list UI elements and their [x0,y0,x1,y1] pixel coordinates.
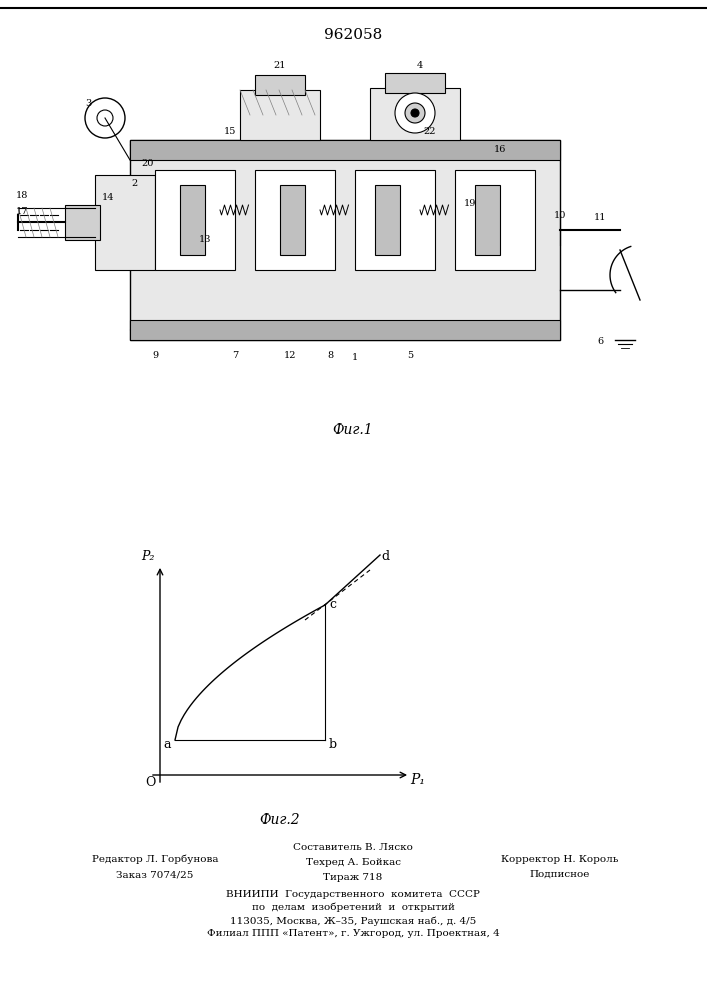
Bar [240,90,320,140]
Bar [130,140,560,340]
Text: 20: 20 [142,158,154,167]
Bar [255,75,305,95]
Text: 13: 13 [199,235,211,244]
Text: 17: 17 [16,208,28,217]
Text: 8: 8 [327,351,333,360]
Bar [130,140,560,160]
Text: по  делам  изобретений  и  открытий: по делам изобретений и открытий [252,903,455,912]
Text: Составитель В. Ляско: Составитель В. Ляско [293,843,413,852]
Text: 1: 1 [352,354,358,362]
Text: 14: 14 [102,194,115,202]
Text: Тираж 718: Тираж 718 [323,873,382,882]
Text: c: c [329,598,337,611]
Text: 18: 18 [16,190,28,200]
Text: Редактор Л. Горбунова: Редактор Л. Горбунова [92,855,218,864]
Text: O: O [145,776,156,790]
Bar [385,73,445,93]
Bar [280,185,305,255]
Bar [155,170,235,270]
Text: P₁: P₁ [411,773,426,787]
Text: Филиал ППП «Патент», г. Ужгород, ул. Проектная, 4: Филиал ППП «Патент», г. Ужгород, ул. Про… [206,929,499,938]
Bar [355,170,435,270]
Text: Заказ 7074/25: Заказ 7074/25 [117,870,194,879]
Bar [375,185,400,255]
Text: 3: 3 [85,99,91,107]
Bar [95,175,155,270]
Bar [370,88,460,140]
Text: 10: 10 [554,211,566,220]
Text: 12: 12 [284,351,296,360]
Text: b: b [329,738,337,752]
Text: P₂: P₂ [141,550,155,564]
Text: Фиг.2: Фиг.2 [259,813,300,827]
Circle shape [395,93,435,133]
Text: 22: 22 [423,127,436,136]
Text: 19: 19 [464,198,477,208]
Bar [65,205,100,240]
Text: 7: 7 [232,351,238,360]
Circle shape [85,98,125,138]
Text: ВНИИПИ  Государственного  комитета  СССР: ВНИИПИ Государственного комитета СССР [226,890,480,899]
Text: 9: 9 [152,351,158,360]
Text: d: d [381,550,389,564]
Text: 2: 2 [132,178,138,188]
Bar [180,185,205,255]
Text: 16: 16 [493,145,506,154]
Text: 962058: 962058 [324,28,382,42]
Circle shape [97,110,113,126]
Text: 6: 6 [597,338,603,347]
Text: 113035, Москва, Ж–35, Раушская наб., д. 4/5: 113035, Москва, Ж–35, Раушская наб., д. … [230,916,476,926]
Circle shape [405,103,425,123]
Bar [130,320,560,340]
Text: 11: 11 [594,214,606,223]
Text: Фиг.1: Фиг.1 [333,423,373,437]
Bar [455,170,535,270]
Circle shape [411,109,419,117]
Text: Техред А. Бойкас: Техред А. Бойкас [305,858,400,867]
Bar [475,185,500,255]
Text: 5: 5 [407,351,413,360]
Text: Корректор Н. Король: Корректор Н. Король [501,855,619,864]
Text: 15: 15 [224,127,236,136]
Bar [255,170,335,270]
Text: 4: 4 [417,62,423,70]
Text: 21: 21 [274,62,286,70]
Text: Подписное: Подписное [530,870,590,879]
Text: a: a [163,738,171,752]
